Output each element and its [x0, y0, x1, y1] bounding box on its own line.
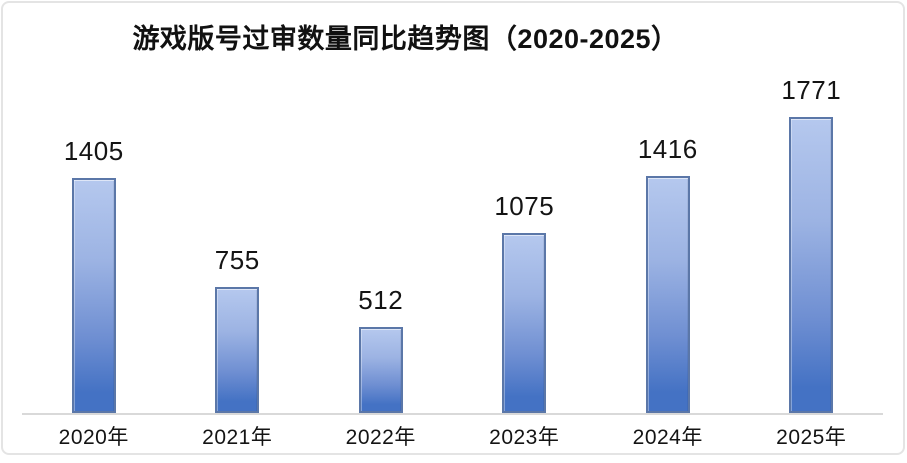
plot-area: 1405 755 512 1075 1416 1771 [22, 0, 883, 415]
bar-2020 [71, 178, 116, 413]
bar-group-2025: 1771 [740, 0, 884, 413]
bar-2023 [502, 233, 547, 413]
bar-value-label-2025: 1771 [781, 75, 842, 106]
x-axis-label-2024: 2024年 [632, 426, 703, 449]
chart-title: 游戏版号过审数量同比趋势图（2020-2025） [132, 24, 679, 54]
bar-value-label-2022: 512 [358, 285, 404, 316]
bar-group-2023: 1075 [453, 0, 597, 413]
bar-2025 [789, 117, 834, 413]
x-axis-label-2020: 2020年 [58, 426, 129, 449]
x-axis-label-2021: 2021年 [202, 426, 273, 449]
bar-group-2021: 755 [166, 0, 310, 413]
x-axis-labels: 2020年 2021年 2022年 2023年 2024年 2025年 [22, 421, 883, 451]
bar-2024 [645, 176, 690, 413]
chart-card [1, 1, 905, 455]
bar-value-label-2024: 1416 [637, 134, 698, 165]
bar-group-2020: 1405 [22, 0, 166, 413]
bar-group-2024: 1416 [596, 0, 740, 413]
bar-value-label-2021: 755 [214, 245, 260, 276]
bar-value-label-2023: 1075 [494, 191, 555, 222]
x-axis-label-2023: 2023年 [489, 426, 560, 449]
x-axis-label-2022: 2022年 [345, 426, 416, 449]
bar-2022 [358, 327, 403, 413]
bar-group-2022: 512 [309, 0, 453, 413]
x-axis-label-2025: 2025年 [776, 426, 847, 449]
bar-value-label-2020: 1405 [63, 136, 124, 167]
bar-2021 [215, 287, 260, 413]
